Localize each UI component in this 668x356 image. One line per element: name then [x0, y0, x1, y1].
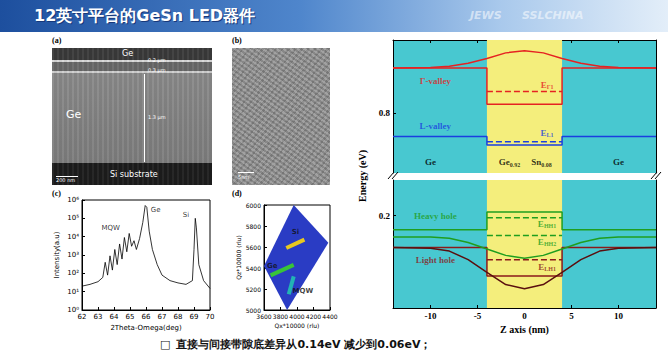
svg-text:E: E: [538, 261, 545, 272]
svg-text:Ge: Ge: [267, 262, 278, 270]
html-text:Ge: Ge: [66, 108, 82, 121]
svg-text:10⁵: 10⁵: [67, 214, 79, 222]
svg-text:5400: 5400: [246, 265, 261, 272]
svg-text:MQW: MQW: [102, 224, 121, 232]
svg-text:4400: 4400: [322, 313, 337, 320]
svg-text:10⁰: 10⁰: [67, 306, 79, 314]
svg-text:67: 67: [158, 313, 167, 321]
svg-text:0.08: 0.08: [541, 162, 552, 168]
svg-text:L-valley: L-valley: [420, 121, 452, 131]
svg-text:Ge: Ge: [613, 157, 624, 167]
svg-text:5800: 5800: [246, 223, 261, 230]
html-text:0.3 μm: 0.3 μm: [148, 67, 166, 73]
svg-text:5600: 5600: [246, 244, 261, 251]
svg-text:HH1: HH1: [544, 223, 556, 229]
html-text:5nm: 5nm: [238, 174, 250, 180]
html-text:SSLCHINA: SSLCHINA: [522, 9, 584, 22]
html-text:(a): (a): [52, 36, 62, 45]
html-text:Ge: Ge: [122, 49, 134, 58]
svg-text:62: 62: [78, 313, 87, 321]
html-text:Si substrate: Si substrate: [110, 170, 158, 179]
svg-text:-5: -5: [474, 311, 482, 321]
svg-text:6000: 6000: [246, 202, 261, 209]
svg-text:10³: 10³: [67, 251, 79, 259]
svg-text:L1: L1: [547, 132, 554, 138]
svg-text:4200: 4200: [306, 313, 321, 320]
svg-text:Ge: Ge: [499, 157, 510, 167]
html-text:200 nm: 200 nm: [56, 177, 76, 183]
html-text:JEWS: JEWS: [470, 9, 502, 22]
svg-text:Ge: Ge: [425, 157, 436, 167]
svg-text:69: 69: [190, 313, 199, 321]
html-text:1.3 μm: 1.3 μm: [148, 114, 166, 120]
svg-text:3800: 3800: [273, 313, 288, 320]
svg-text:0.8: 0.8: [379, 108, 391, 118]
html-text:0.2 μm: 0.2 μm: [148, 57, 166, 63]
svg-text:4000: 4000: [289, 313, 304, 320]
svg-text:0: 0: [522, 311, 527, 321]
html-text:直接与间接带隙底差异从0.14eV 减少到0.06eV；: 直接与间接带隙底差异从0.14eV 减少到0.06eV；: [176, 338, 432, 351]
svg-text:10: 10: [614, 311, 624, 321]
svg-text:Intensity(a.u): Intensity(a.u): [53, 231, 61, 278]
svg-text:0.2: 0.2: [379, 211, 391, 221]
svg-text:E: E: [537, 219, 544, 230]
svg-text:66: 66: [142, 313, 151, 321]
svg-text:LH1: LH1: [544, 266, 556, 272]
svg-text:70: 70: [206, 313, 215, 321]
svg-text:Light hole: Light hole: [416, 255, 455, 265]
svg-text:10⁴: 10⁴: [67, 233, 79, 241]
svg-text:10²: 10²: [67, 269, 79, 277]
svg-text:Sn: Sn: [531, 157, 541, 167]
svg-text:5000: 5000: [245, 306, 261, 314]
svg-text:5: 5: [569, 311, 574, 321]
svg-text:MQW: MQW: [292, 287, 313, 295]
svg-text:68: 68: [174, 313, 183, 321]
svg-text:10¹: 10¹: [67, 288, 79, 296]
svg-text:Si: Si: [183, 211, 189, 219]
html-text:(d): (d): [232, 189, 242, 198]
svg-text:65: 65: [126, 313, 135, 321]
svg-text:E: E: [537, 236, 544, 247]
svg-text:E: E: [540, 80, 547, 90]
html-text:(b): (b): [232, 36, 242, 45]
svg-text:5200: 5200: [246, 286, 261, 293]
svg-text:Γ1: Γ1: [547, 84, 554, 90]
svg-text:-10: -10: [425, 311, 437, 321]
svg-text:2Theta-Omega(deg): 2Theta-Omega(deg): [110, 324, 182, 332]
html-text:12英寸平台的GeSn LED器件: 12英寸平台的GeSn LED器件: [34, 6, 256, 25]
svg-text:Ge: Ge: [151, 206, 161, 214]
svg-text:Z axis (nm): Z axis (nm): [500, 324, 549, 336]
svg-text:Γ-valley: Γ-valley: [420, 76, 452, 86]
svg-text:Qz*10000 (rlu): Qz*10000 (rlu): [235, 235, 242, 279]
svg-text:Qx*10000 (rlu): Qx*10000 (rlu): [275, 322, 320, 329]
svg-text:Si: Si: [292, 228, 299, 236]
svg-text:Heavy hole: Heavy hole: [414, 211, 457, 221]
svg-text:HH2: HH2: [544, 241, 556, 247]
svg-text:64: 64: [110, 313, 119, 321]
svg-text:10⁶: 10⁶: [67, 196, 79, 204]
html-text:(c): (c): [52, 189, 61, 198]
svg-text:Energy (eV): Energy (eV): [357, 150, 369, 202]
svg-text:63: 63: [94, 313, 103, 321]
svg-text:E: E: [540, 127, 547, 138]
svg-text:0.92: 0.92: [510, 162, 521, 168]
svg-text:3600: 3600: [256, 313, 271, 320]
